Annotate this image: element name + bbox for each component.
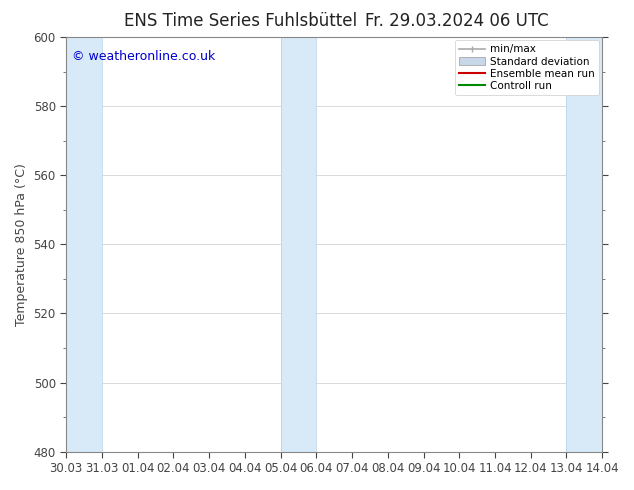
Text: © weatheronline.co.uk: © weatheronline.co.uk (72, 49, 215, 63)
Y-axis label: Temperature 850 hPa (°C): Temperature 850 hPa (°C) (15, 163, 28, 326)
Legend: min/max, Standard deviation, Ensemble mean run, Controll run: min/max, Standard deviation, Ensemble me… (455, 40, 599, 95)
Bar (281, 37, 316, 452)
Bar (566, 37, 602, 452)
Text: Fr. 29.03.2024 06 UTC: Fr. 29.03.2024 06 UTC (365, 12, 548, 30)
Bar (66, 37, 102, 452)
Text: ENS Time Series Fuhlsbüttel: ENS Time Series Fuhlsbüttel (124, 12, 358, 30)
